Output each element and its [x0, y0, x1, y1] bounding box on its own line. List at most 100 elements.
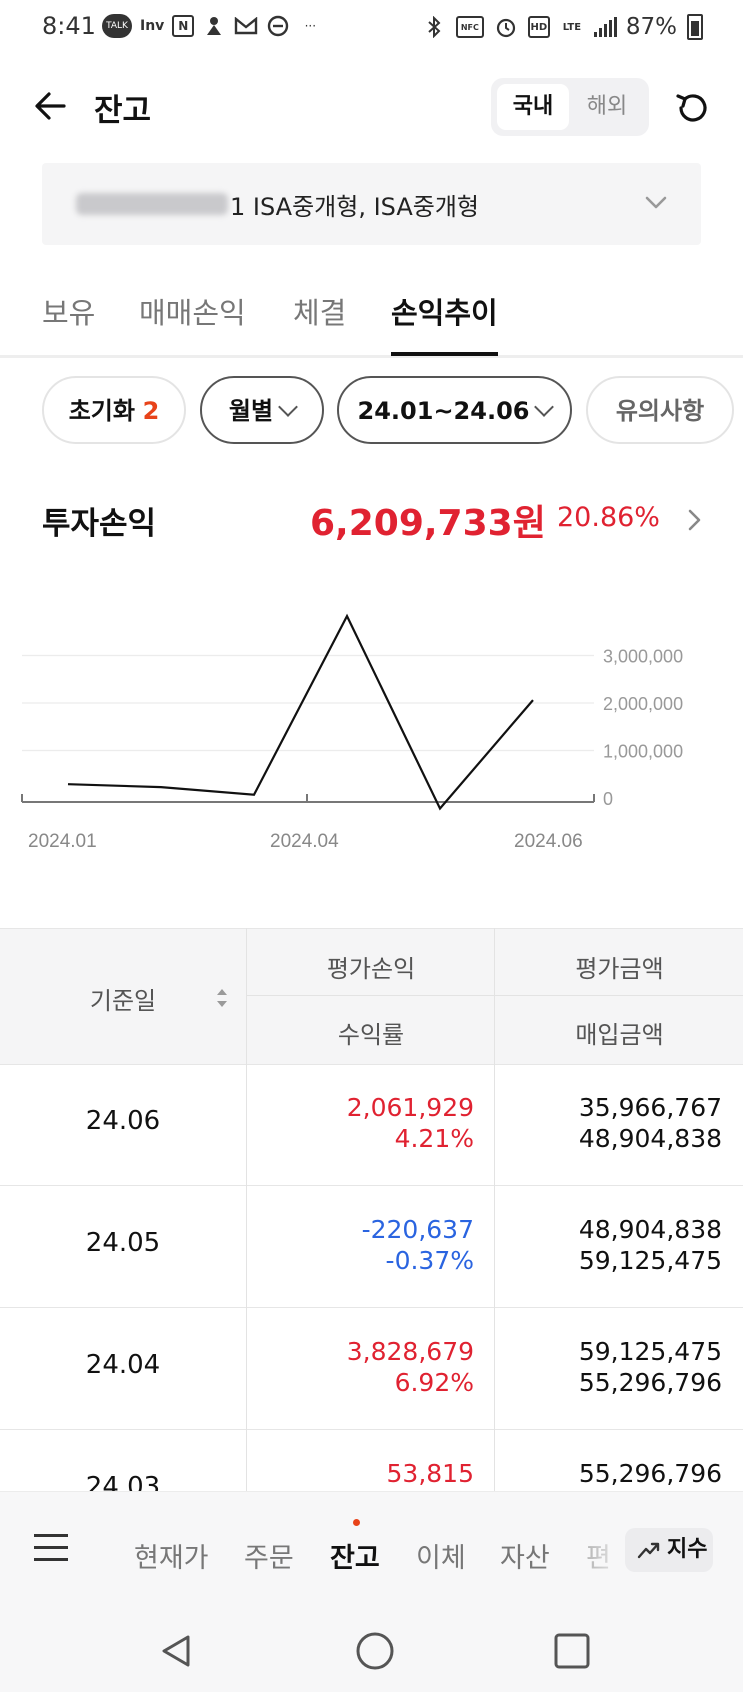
battery-icon — [687, 14, 703, 40]
period-dropdown[interactable]: 월별 — [200, 376, 324, 444]
row-eval-pl: -220,637 -0.37% — [248, 1214, 474, 1276]
signal-icon — [593, 17, 617, 37]
reset-filter-chip[interactable]: 초기화 2 — [42, 376, 186, 444]
index-label: 지수 — [667, 1537, 708, 1562]
overseas-tab[interactable]: 해외 — [586, 94, 628, 119]
row-amounts: 48,904,838 59,125,475 — [496, 1214, 722, 1276]
nav-order[interactable]: 주문 — [244, 1543, 294, 1574]
notification-icons: TALK Inv N ··· — [102, 14, 322, 38]
refresh-icon[interactable] — [672, 88, 712, 128]
x-tick-label: 2024.01 — [28, 831, 97, 852]
gmail-icon — [234, 14, 258, 38]
row-return-rate: -0.37% — [385, 1246, 474, 1275]
tab-pl-trend[interactable]: 손익추이 — [391, 290, 498, 356]
y-tick-label: 1,000,000 — [603, 742, 683, 762]
battery-percent: 87% — [625, 14, 677, 40]
pl-trend-chart: 0 1,000,000 2,000,000 3,000,000 2024.01 2024.… — [21, 613, 683, 852]
row-date: 24.04 — [85, 1350, 161, 1380]
nav-balance[interactable]: 잔고 — [330, 1543, 380, 1574]
notice-label: 유의사항 — [615, 397, 705, 425]
row-purchase-amount: 48,904,838 — [578, 1124, 722, 1153]
system-recents-icon[interactable] — [552, 1631, 592, 1671]
menu-icon[interactable] — [34, 1534, 68, 1562]
back-arrow-icon[interactable] — [30, 86, 70, 126]
app-icon — [266, 14, 290, 38]
series-line — [67, 613, 534, 811]
tab-holdings[interactable]: 보유 — [42, 296, 96, 330]
table-row[interactable]: 24.04 3,828,679 6.92% 59,125,475 55,296,796 — [0, 1307, 743, 1430]
tab-trade-pl[interactable]: 매매손익 — [139, 296, 246, 330]
nav-current-price[interactable]: 현재가 — [134, 1543, 209, 1574]
header-purchase-amount: 매입금액 — [575, 1021, 664, 1049]
filter-count-badge: 2 — [142, 397, 160, 425]
notice-chip[interactable]: 유의사항 — [586, 376, 734, 444]
row-amounts: 35,966,767 48,904,838 — [496, 1092, 722, 1154]
app-icon — [202, 14, 226, 38]
lte-icon: LTE — [562, 21, 582, 33]
account-name: 1 ISA중개형, ISA중개형 — [230, 193, 479, 221]
system-navigation-bar — [0, 1611, 743, 1692]
investment-pl-amount: 6,209,733원 — [310, 503, 546, 544]
row-eval-amount: 55,296,796 — [578, 1459, 722, 1488]
y-tick-label: 3,000,000 — [603, 647, 683, 667]
trend-up-icon — [637, 1542, 660, 1559]
period-label: 월별 — [228, 397, 274, 425]
header-eval-pl: 평가손익 — [326, 955, 416, 983]
market-segment-toggle: 국내 해외 — [491, 78, 649, 136]
nfc-icon: NFC — [455, 16, 484, 38]
row-pl-amount: 53,815 — [386, 1459, 474, 1488]
x-tick-label: 2024.06 — [514, 831, 583, 852]
system-icons: NFC HD LTE 87% — [422, 14, 703, 40]
header-date[interactable]: 기준일 — [89, 987, 157, 1015]
column-divider — [246, 928, 247, 1491]
more-icon: ··· — [304, 19, 317, 33]
table-row[interactable]: 24.06 2,061,929 4.21% 35,966,767 48,904,838 — [0, 1063, 743, 1186]
bluetooth-icon — [422, 15, 446, 39]
table-row[interactable]: 24.05 -220,637 -0.37% 48,904,838 59,125,475 — [0, 1185, 743, 1308]
chevron-right-icon[interactable] — [682, 505, 708, 535]
chevron-down-icon — [278, 397, 298, 417]
header-eval-amount: 평가금액 — [575, 955, 664, 983]
row-eval-amount: 59,125,475 — [578, 1337, 722, 1366]
account-selector[interactable]: 1 ISA중개형, ISA중개형 — [42, 163, 701, 245]
status-time: 8:41 — [42, 12, 96, 40]
content-tabs: 보유 매매손익 체결 손익추이 — [0, 290, 743, 358]
row-purchase-amount: 59,125,475 — [578, 1246, 722, 1275]
index-button[interactable]: 지수 — [625, 1528, 713, 1572]
chevron-down-icon — [534, 397, 555, 417]
domestic-tab[interactable]: 국내 — [497, 84, 569, 130]
scroll-fade — [590, 1492, 630, 1612]
row-eval-amount: 35,966,767 — [578, 1093, 722, 1122]
alarm-icon — [494, 15, 518, 39]
row-return-rate: 4.21% — [394, 1124, 474, 1153]
date-range-dropdown[interactable]: 24.01~24.06 — [337, 376, 572, 444]
row-pl-amount: 3,828,679 — [346, 1337, 474, 1366]
page-title: 잔고 — [94, 93, 152, 129]
row-pl-amount: 2,061,929 — [346, 1093, 474, 1122]
header-divider — [247, 995, 743, 996]
active-indicator-dot — [353, 1519, 360, 1526]
nav-transfer[interactable]: 이체 — [416, 1543, 466, 1574]
inv-icon: Inv — [140, 18, 165, 34]
y-tick-label: 2,000,000 — [603, 694, 683, 714]
system-back-icon[interactable] — [156, 1631, 196, 1671]
naver-icon: N — [172, 15, 195, 37]
row-purchase-amount: 55,296,796 — [578, 1368, 722, 1397]
row-eval-pl: 2,061,929 4.21% — [248, 1092, 474, 1154]
row-return-rate: 6.92% — [394, 1368, 474, 1397]
y-tick-label: 0 — [603, 789, 613, 809]
row-eval-pl: 3,828,679 6.92% — [248, 1336, 474, 1398]
system-home-icon[interactable] — [353, 1629, 397, 1673]
reset-label: 초기화 — [68, 397, 135, 425]
status-bar: 8:41 TALK Inv N ··· NFC HD LTE 87% — [0, 0, 743, 56]
tab-executions[interactable]: 체결 — [293, 296, 347, 330]
talk-icon: TALK — [102, 14, 132, 38]
row-amounts: 59,125,475 55,296,796 — [496, 1336, 722, 1398]
date-range-label: 24.01~24.06 — [357, 397, 530, 425]
row-date: 24.05 — [85, 1228, 161, 1258]
masked-account-number — [76, 193, 228, 215]
sort-icon[interactable] — [214, 985, 230, 1011]
row-eval-pl: 53,815 — [248, 1458, 474, 1489]
row-pl-amount: -220,637 — [361, 1215, 474, 1244]
nav-assets[interactable]: 자산 — [500, 1543, 550, 1574]
